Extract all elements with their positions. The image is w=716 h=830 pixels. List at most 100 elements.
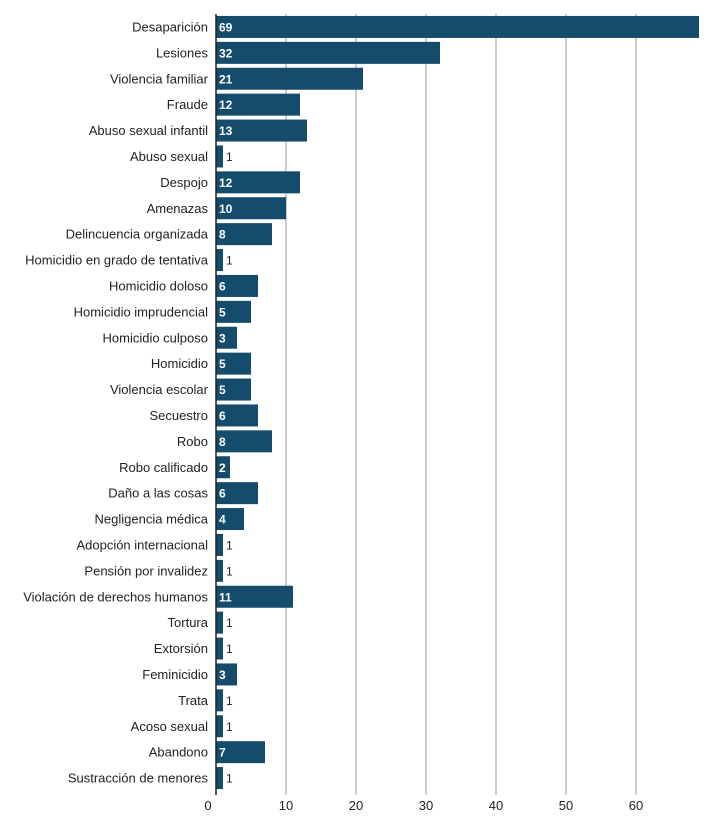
- data-label: 1: [226, 564, 233, 578]
- x-tick-label: 20: [349, 798, 363, 813]
- category-label: Homicidio doloso: [109, 278, 208, 293]
- x-tick-label: 30: [419, 798, 433, 813]
- bar: [216, 637, 223, 660]
- bar: [216, 300, 251, 323]
- category-label: Homicidio: [151, 356, 208, 371]
- data-label: 1: [226, 720, 233, 734]
- bar: [216, 663, 237, 686]
- data-label: 69: [219, 20, 233, 34]
- data-label: 1: [226, 616, 233, 630]
- data-label: 4: [219, 513, 226, 527]
- category-label: Tortura: [168, 615, 209, 630]
- data-label: 8: [219, 435, 226, 449]
- category-label: Abuso sexual: [130, 149, 208, 164]
- bar: [216, 482, 258, 505]
- category-label: Homicidio en grado de tentativa: [25, 253, 209, 268]
- data-label: 1: [226, 642, 233, 656]
- bar: [216, 67, 363, 90]
- bar: [216, 274, 258, 297]
- category-label: Extorsión: [154, 641, 208, 656]
- data-label: 3: [219, 331, 226, 345]
- data-label: 12: [219, 98, 233, 112]
- bar: [216, 689, 223, 712]
- data-label: 11: [219, 590, 232, 604]
- gridlines: [285, 14, 637, 795]
- bar: [216, 585, 293, 608]
- data-label: 5: [219, 305, 226, 319]
- data-label: 12: [219, 176, 233, 190]
- axes: 0 10 20 30 40 50 60: [204, 14, 643, 813]
- data-label: 6: [219, 279, 226, 293]
- bar: [216, 326, 237, 349]
- data-label: 21: [219, 72, 233, 86]
- category-label: Abandono: [149, 745, 208, 760]
- bar: [216, 767, 223, 790]
- category-label: Homicidio culposo: [103, 330, 209, 345]
- x-tick-label: 0: [204, 798, 211, 813]
- data-label: 6: [219, 487, 226, 501]
- category-label: Lesiones: [156, 45, 209, 60]
- category-label: Desaparición: [132, 19, 208, 34]
- bar: [216, 15, 699, 38]
- data-label: 32: [219, 46, 233, 60]
- category-label: Secuestro: [149, 408, 208, 423]
- x-tick-label: 60: [629, 798, 643, 813]
- category-label: Sustracción de menores: [68, 771, 209, 786]
- data-label: 1: [226, 150, 233, 164]
- category-label: Abuso sexual infantil: [89, 123, 208, 138]
- category-label: Robo: [177, 434, 208, 449]
- category-label: Negligencia médica: [95, 512, 209, 527]
- category-label: Adopción internacional: [76, 537, 208, 552]
- data-label: 7: [219, 746, 226, 760]
- data-label: 13: [219, 124, 233, 138]
- data-label: 1: [226, 772, 233, 786]
- data-label: 8: [219, 228, 226, 242]
- category-label: Amenazas: [147, 201, 209, 216]
- category-label: Acoso sexual: [131, 719, 208, 734]
- x-tick-label: 10: [279, 798, 293, 813]
- category-label: Violación de derechos humanos: [23, 589, 208, 604]
- category-label: Robo calificado: [119, 460, 208, 475]
- bar: [216, 378, 251, 401]
- bar: [216, 352, 251, 375]
- data-label: 5: [219, 383, 226, 397]
- category-labels: Desaparición Lesiones Violencia familiar Fr…: [23, 19, 209, 785]
- data-label: 1: [226, 694, 233, 708]
- category-label: Homicidio imprudencial: [74, 304, 208, 319]
- x-tick-label: 40: [489, 798, 503, 813]
- data-label: 1: [226, 254, 233, 268]
- bar: [216, 559, 223, 582]
- bar: [216, 715, 223, 738]
- category-label: Pensión por invalidez: [84, 563, 208, 578]
- category-label: Trata: [178, 693, 209, 708]
- bar: [216, 119, 307, 142]
- bar: [216, 533, 223, 556]
- data-label: 1: [226, 538, 233, 552]
- category-label: Despojo: [160, 175, 208, 190]
- data-label: 10: [219, 202, 233, 216]
- bar: [216, 456, 230, 479]
- data-label: 5: [219, 357, 226, 371]
- bars: [216, 15, 699, 790]
- category-label: Violencia escolar: [110, 382, 209, 397]
- bar: [216, 249, 223, 272]
- category-label: Delincuencia organizada: [66, 227, 209, 242]
- bar: [216, 404, 258, 427]
- category-label: Violencia familiar: [110, 71, 209, 86]
- bar: [216, 197, 286, 220]
- bar: [216, 430, 272, 453]
- data-label: 2: [219, 461, 226, 475]
- category-label: Daño a las cosas: [108, 486, 208, 501]
- bar: [216, 223, 272, 246]
- data-label: 6: [219, 409, 226, 423]
- bar: [216, 41, 440, 64]
- bar: [216, 145, 223, 168]
- bar: [216, 171, 300, 194]
- category-label: Feminicidio: [142, 667, 208, 682]
- bar: [216, 611, 223, 634]
- data-label: 3: [219, 668, 226, 682]
- bar: [216, 93, 300, 116]
